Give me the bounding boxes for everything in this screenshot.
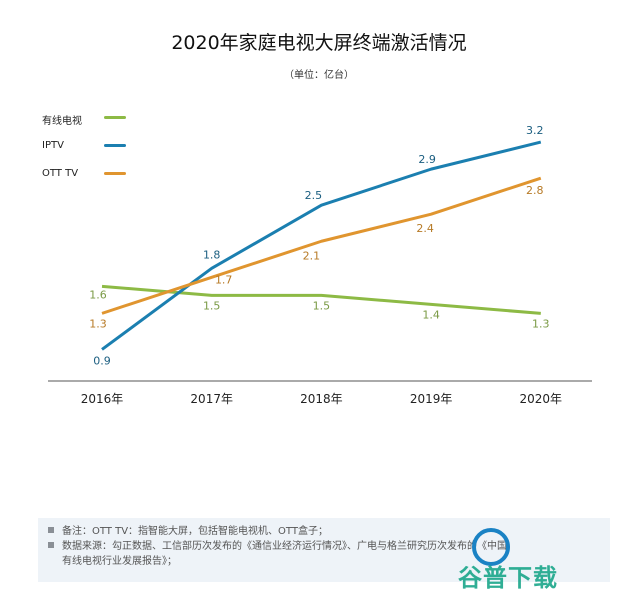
data-label: 2.8 bbox=[526, 184, 544, 197]
chart-subtitle: （单位：亿台） bbox=[284, 70, 354, 81]
legend-item-cable: 有线电视 bbox=[42, 112, 126, 140]
data-label: 1.8 bbox=[203, 248, 221, 261]
legend-swatch bbox=[104, 172, 126, 175]
x-tick-label: 2019年 bbox=[410, 392, 453, 406]
note-text: 备注：OTT TV：指智能大屏，包括智能电视机、OTT盒子； bbox=[62, 526, 328, 537]
data-label: 1.5 bbox=[313, 299, 331, 312]
data-label: 1.4 bbox=[422, 308, 440, 321]
notes-box: 备注：OTT TV：指智能大屏，包括智能电视机、OTT盒子； 数据来源：勾正数据… bbox=[38, 518, 610, 582]
series-line-2 bbox=[101, 176, 542, 315]
series-line-1 bbox=[101, 140, 542, 351]
data-label: 2.5 bbox=[305, 189, 323, 202]
legend-label: OTT TV bbox=[42, 168, 79, 179]
legend-label: IPTV bbox=[42, 140, 64, 151]
data-label: 1.7 bbox=[215, 273, 233, 286]
data-label: 2.4 bbox=[416, 222, 434, 235]
bullet-icon bbox=[48, 542, 54, 548]
legend-item-iptv: IPTV bbox=[42, 140, 126, 168]
bullet-icon bbox=[48, 527, 54, 533]
series-line-0 bbox=[101, 284, 541, 315]
legend: 有线电视 IPTV OTT TV bbox=[42, 112, 126, 196]
x-tick-label: 2016年 bbox=[81, 392, 124, 406]
data-label: 0.9 bbox=[93, 354, 111, 367]
data-label: 2.9 bbox=[418, 153, 436, 166]
data-label: 2.1 bbox=[303, 249, 321, 262]
legend-swatch bbox=[104, 144, 126, 147]
x-tick-label: 2020年 bbox=[520, 392, 563, 406]
x-tick-label: 2017年 bbox=[190, 392, 233, 406]
watermark: 谷普下载 bbox=[458, 564, 558, 592]
data-label: 1.3 bbox=[89, 317, 107, 330]
x-tick-label: 2018年 bbox=[300, 392, 343, 406]
data-label: 1.3 bbox=[532, 317, 550, 330]
data-label: 1.5 bbox=[203, 299, 221, 312]
note-text: 有线电视行业发展报告》； bbox=[62, 556, 177, 567]
legend-swatch bbox=[104, 116, 126, 119]
watermark-circle-icon bbox=[472, 528, 510, 566]
legend-label: 有线电视 bbox=[42, 116, 82, 127]
legend-item-ott: OTT TV bbox=[42, 168, 126, 196]
data-label: 3.2 bbox=[526, 124, 544, 137]
note-text: 数据来源：勾正数据、工信部历次发布的《通信业经济运行情况》、广电与格兰研究历次发… bbox=[62, 541, 507, 552]
data-label: 1.6 bbox=[89, 288, 107, 301]
chart-title: 2020年家庭电视大屏终端激活情况 bbox=[171, 32, 467, 54]
